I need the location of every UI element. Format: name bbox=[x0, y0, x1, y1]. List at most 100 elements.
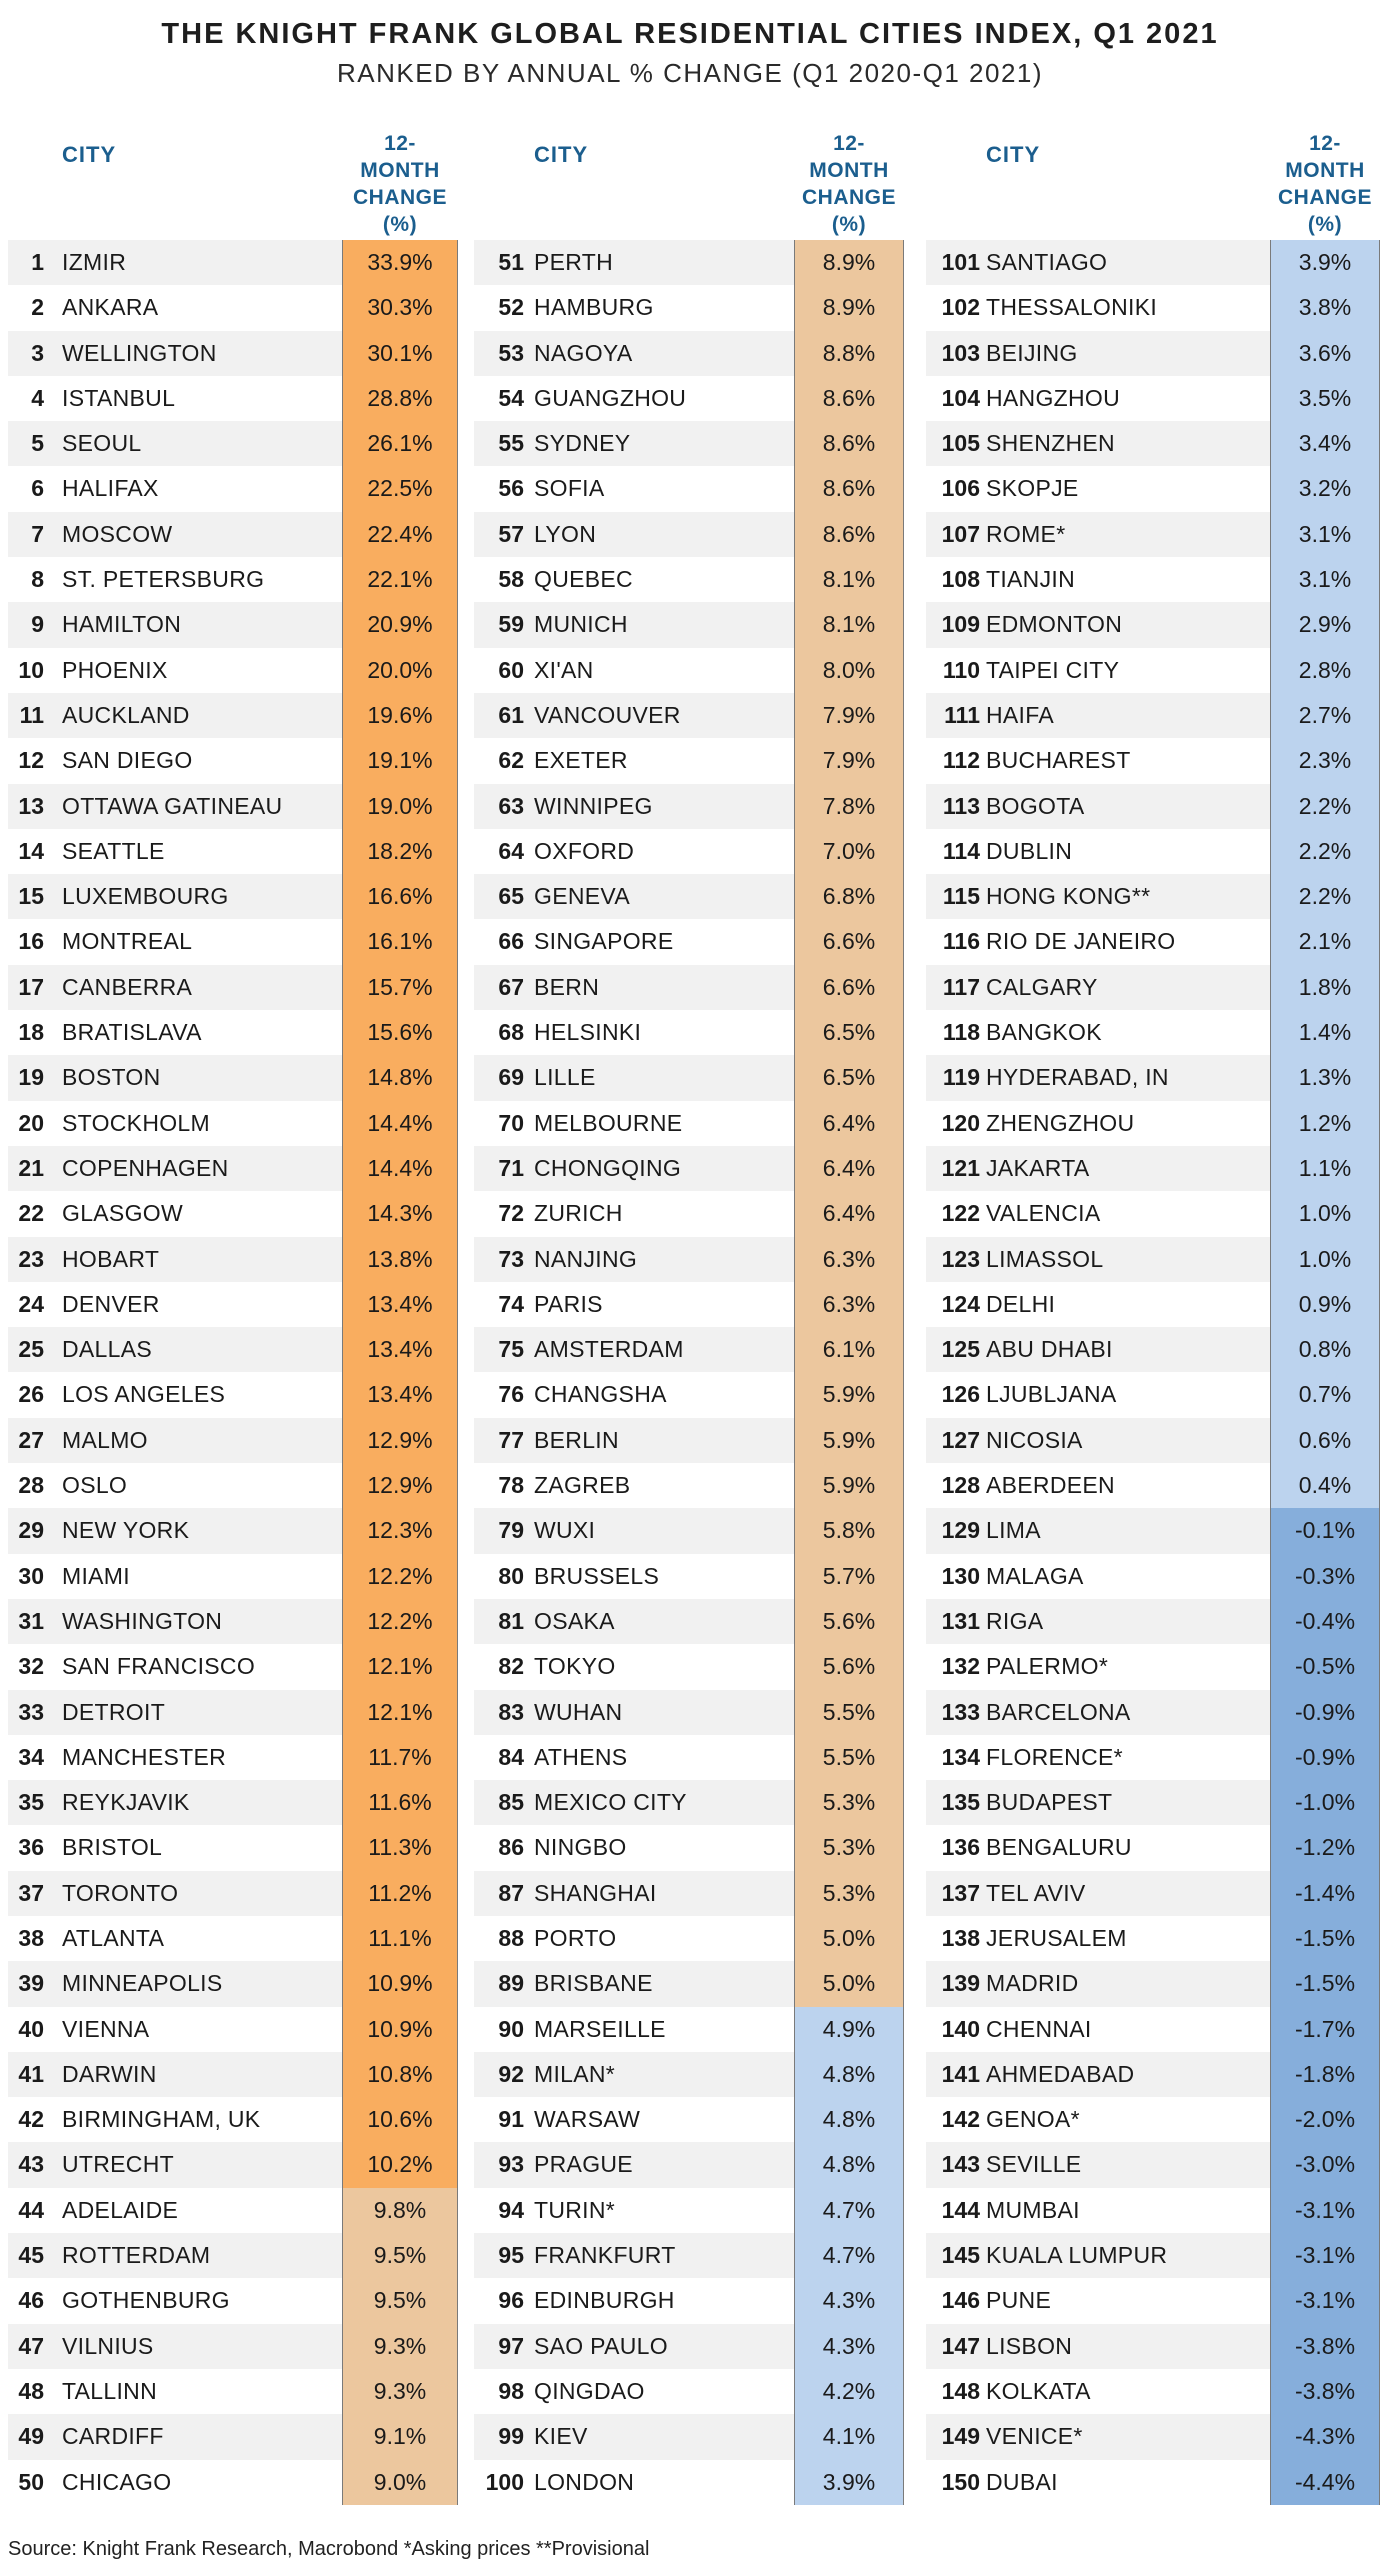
rank-number: 148 bbox=[941, 2377, 980, 2404]
city-name: BRISBANE bbox=[534, 1970, 653, 1997]
table-row: 54 GUANGZHOU 8.6% bbox=[474, 375, 904, 422]
city-name: BOSTON bbox=[62, 1064, 161, 1091]
table-row: 37 TORONTO 11.2% bbox=[8, 1870, 458, 1916]
table-row: 39 MINNEAPOLIS 10.9% bbox=[8, 1961, 458, 2007]
city-name: CALGARY bbox=[986, 973, 1098, 1000]
change-value-cell: 4.8% bbox=[794, 2097, 904, 2143]
city-name: MARSEILLE bbox=[534, 2015, 666, 2042]
table-row: 88 PORTO 5.0% bbox=[474, 1915, 904, 1962]
table-row: 48 TALLINN 9.3% bbox=[8, 2368, 458, 2415]
city-name: QINGDAO bbox=[534, 2377, 645, 2404]
change-value-cell: 13.4% bbox=[342, 1372, 458, 1418]
city-name: DALLAS bbox=[62, 1336, 153, 1363]
source-note: Source: Knight Frank Research, Macrobond… bbox=[8, 2538, 650, 2560]
change-value-cell: 5.9% bbox=[794, 1463, 904, 1509]
city-name: PORTO bbox=[534, 1924, 617, 1951]
city-name: VANCOUVER bbox=[534, 701, 681, 728]
table-row: 140 CHENNAI -1.7% bbox=[926, 2006, 1380, 2052]
table-row: 106 SKOPJE 3.2% bbox=[926, 466, 1380, 512]
table-row: 61 VANCOUVER 7.9% bbox=[474, 692, 904, 739]
rank-number: 24 bbox=[18, 1290, 44, 1317]
city-name: THESSALONIKI bbox=[986, 294, 1158, 321]
change-value-cell: 11.6% bbox=[342, 1780, 458, 1826]
rank-number: 135 bbox=[941, 1789, 980, 1816]
table-row: 108 TIANJIN 3.1% bbox=[926, 557, 1380, 603]
change-value-cell: 7.8% bbox=[794, 783, 904, 829]
table-row: 148 KOLKATA -3.8% bbox=[926, 2368, 1380, 2415]
table-row: 75 AMSTERDAM 6.1% bbox=[474, 1327, 904, 1373]
change-value-cell: 5.9% bbox=[794, 1417, 904, 1464]
change-value-cell: 4.7% bbox=[794, 2187, 904, 2234]
change-value-cell: 9.0% bbox=[342, 2459, 458, 2505]
city-name: HALIFAX bbox=[62, 475, 159, 502]
rank-number: 141 bbox=[941, 2060, 980, 2087]
city-name: NICOSIA bbox=[986, 1426, 1083, 1453]
rank-number: 128 bbox=[941, 1472, 980, 1499]
change-value-cell: 8.1% bbox=[794, 602, 904, 648]
city-name: VENICE* bbox=[986, 2423, 1083, 2450]
table-row: 86 NINGBO 5.3% bbox=[474, 1825, 904, 1871]
rank-number: 121 bbox=[941, 1154, 980, 1181]
table-row: 138 JERUSALEM -1.5% bbox=[926, 1915, 1380, 1962]
change-header: 12- MONTH CHANGE (%) bbox=[801, 132, 896, 236]
table-row: 137 TEL AVIV -1.4% bbox=[926, 1870, 1380, 1916]
table-row: 15 LUXEMBOURG 16.6% bbox=[8, 874, 458, 920]
city-name: BEIJING bbox=[986, 339, 1078, 366]
city-name: OTTAWA GATINEAU bbox=[62, 792, 283, 819]
table-row: 58 QUEBEC 8.1% bbox=[474, 557, 904, 603]
change-value-cell: 5.5% bbox=[794, 1734, 904, 1781]
rank-number: 65 bbox=[498, 883, 524, 910]
city-name: CHANGSHA bbox=[534, 1381, 667, 1408]
rank-number: 26 bbox=[18, 1381, 44, 1408]
city-name: NEW YORK bbox=[62, 1517, 190, 1544]
city-name: ISTANBUL bbox=[62, 384, 176, 411]
rank-number: 98 bbox=[498, 2377, 524, 2404]
rank-number: 115 bbox=[942, 883, 980, 910]
table-row: 118 BANGKOK 1.4% bbox=[926, 1010, 1380, 1056]
rank-number: 104 bbox=[941, 384, 980, 411]
city-name: CHONGQING bbox=[534, 1154, 682, 1181]
rank-number: 112 bbox=[942, 747, 980, 774]
rank-number: 31 bbox=[18, 1607, 44, 1634]
rank-number: 90 bbox=[498, 2015, 524, 2042]
city-name: LJUBLJANA bbox=[986, 1381, 1117, 1408]
change-value-cell: 14.3% bbox=[342, 1191, 458, 1237]
table-row: 77 BERLIN 5.9% bbox=[474, 1417, 904, 1464]
change-value-cell: 8.9% bbox=[794, 285, 904, 331]
change-value-cell: 16.6% bbox=[342, 874, 458, 920]
city-name: WINNIPEG bbox=[534, 792, 653, 819]
table-row: 50 CHICAGO 9.0% bbox=[8, 2459, 458, 2505]
table-row: 26 LOS ANGELES 13.4% bbox=[8, 1372, 458, 1418]
change-value-cell: 3.9% bbox=[1270, 240, 1380, 286]
city-name: DUBAI bbox=[986, 2468, 1058, 2495]
rank-number: 144 bbox=[941, 2196, 980, 2223]
city-name: WUXI bbox=[534, 1517, 596, 1544]
rank-number: 59 bbox=[498, 611, 524, 638]
rank-number: 40 bbox=[18, 2015, 44, 2042]
table-row: 84 ATHENS 5.5% bbox=[474, 1734, 904, 1781]
table-row: 52 HAMBURG 8.9% bbox=[474, 285, 904, 331]
rank-number: 117 bbox=[942, 973, 980, 1000]
table-row: 40 VIENNA 10.9% bbox=[8, 2006, 458, 2052]
city-name: LONDON bbox=[534, 2468, 635, 2495]
rank-number: 16 bbox=[18, 928, 44, 955]
change-value-cell: 6.6% bbox=[794, 964, 904, 1011]
rank-number: 9 bbox=[31, 611, 44, 638]
rank-number: 75 bbox=[498, 1336, 524, 1363]
table-row: 147 LISBON -3.8% bbox=[926, 2323, 1380, 2369]
rank-number: 28 bbox=[18, 1472, 44, 1499]
change-value-cell: 9.5% bbox=[342, 2278, 458, 2324]
city-name: FRANKFURT bbox=[534, 2242, 676, 2269]
city-name: EDMONTON bbox=[986, 611, 1123, 638]
city-name: LYON bbox=[534, 520, 597, 547]
rank-number: 64 bbox=[498, 837, 524, 864]
change-value-cell: 30.3% bbox=[342, 285, 458, 331]
city-name: CHICAGO bbox=[62, 2468, 172, 2495]
rank-number: 18 bbox=[18, 1019, 44, 1046]
rank-number: 21 bbox=[18, 1154, 44, 1181]
rank-number: 122 bbox=[941, 1200, 980, 1227]
rank-number: 147 bbox=[941, 2332, 980, 2359]
rank-number: 143 bbox=[941, 2151, 980, 2178]
table-row: 33 DETROIT 12.1% bbox=[8, 1689, 458, 1735]
change-value-cell: 33.9% bbox=[342, 240, 458, 286]
